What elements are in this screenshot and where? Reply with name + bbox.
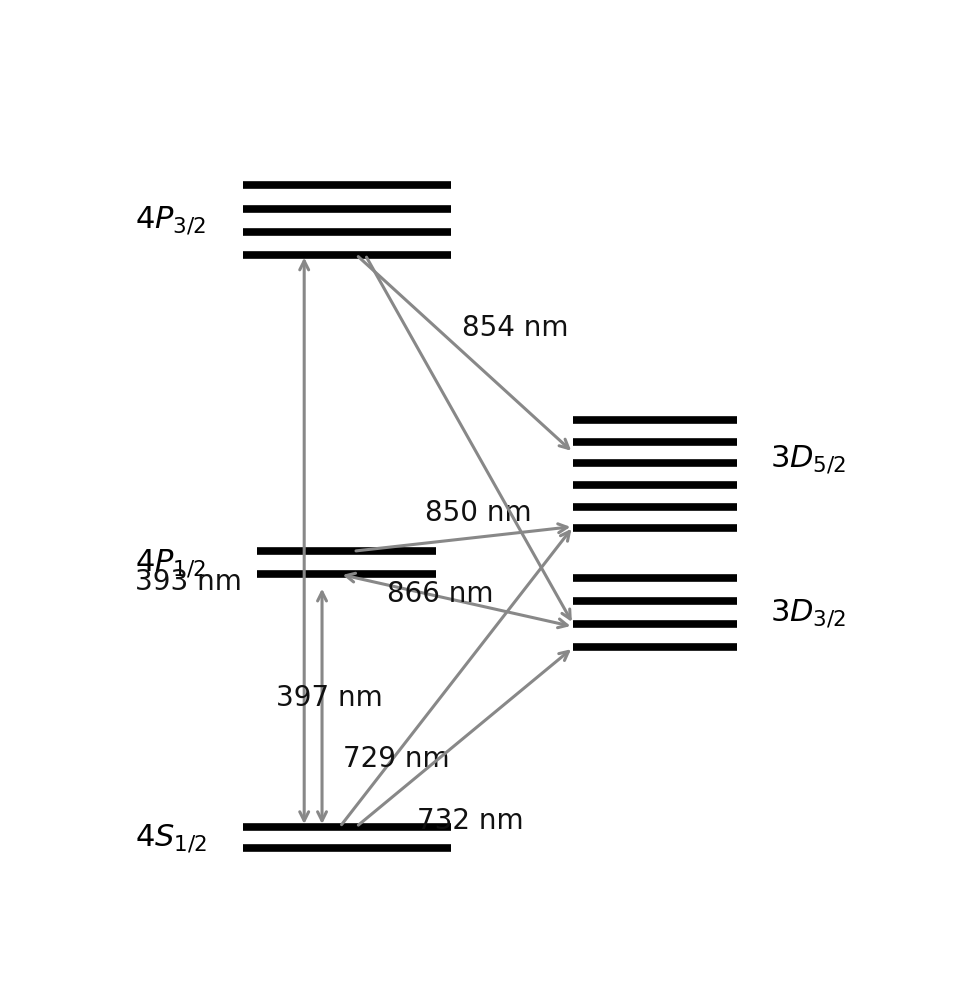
Text: 732 nm: 732 nm	[417, 807, 524, 835]
Text: $4P_{3/2}$: $4P_{3/2}$	[134, 204, 206, 236]
Text: 397 nm: 397 nm	[276, 684, 383, 712]
Text: 729 nm: 729 nm	[343, 745, 450, 773]
Text: 393 nm: 393 nm	[134, 568, 242, 596]
Text: $3D_{3/2}$: $3D_{3/2}$	[770, 597, 847, 629]
Text: 854 nm: 854 nm	[462, 314, 569, 342]
Text: $4S_{1/2}$: $4S_{1/2}$	[134, 822, 207, 854]
Text: $4P_{1/2}$: $4P_{1/2}$	[134, 547, 206, 579]
Text: 866 nm: 866 nm	[387, 580, 494, 608]
Text: $3D_{5/2}$: $3D_{5/2}$	[770, 443, 847, 475]
Text: 850 nm: 850 nm	[425, 499, 531, 527]
